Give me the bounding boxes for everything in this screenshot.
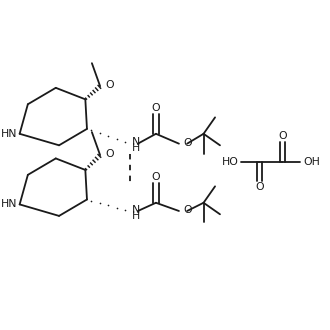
Text: N: N [132, 137, 141, 147]
Text: O: O [151, 172, 160, 182]
Text: OH: OH [303, 157, 320, 167]
Text: O: O [184, 138, 192, 148]
Text: O: O [105, 148, 114, 158]
Text: O: O [278, 131, 287, 141]
Text: H: H [132, 143, 141, 153]
Text: HN: HN [1, 199, 17, 210]
Text: HO: HO [222, 157, 239, 167]
Text: HN: HN [1, 129, 17, 139]
Text: O: O [255, 182, 264, 192]
Text: H: H [132, 211, 141, 220]
Text: O: O [151, 103, 160, 113]
Text: O: O [184, 205, 192, 215]
Text: O: O [105, 80, 114, 89]
Text: N: N [132, 205, 141, 215]
